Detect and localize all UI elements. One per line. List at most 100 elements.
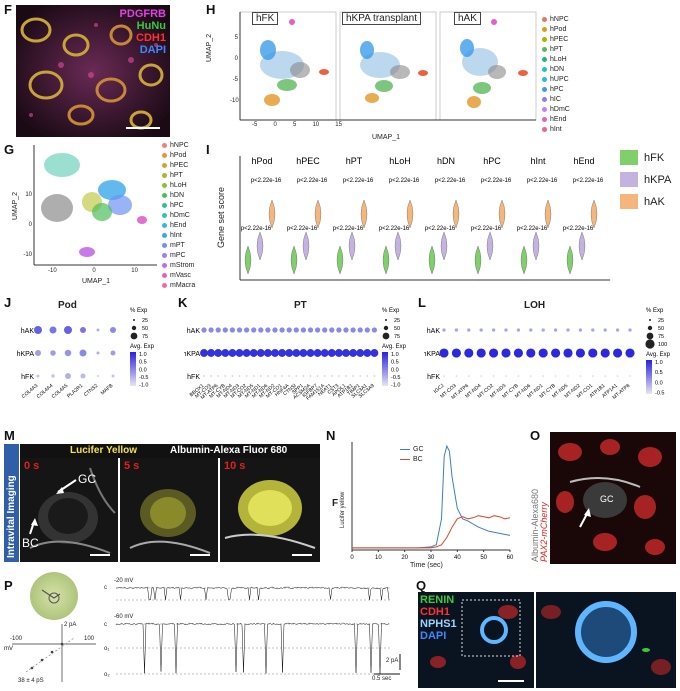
H-legend-label: hPC [550, 85, 564, 93]
M-side-bar: Intravital Imaging [4, 444, 19, 562]
G-legend-item: hPod [162, 150, 195, 160]
dotplot-colorbar-tick: -1.0 [139, 383, 148, 389]
pipette-icon [41, 589, 61, 604]
dotplot-dot [65, 373, 71, 379]
arrow-icon [29, 479, 77, 535]
dotplot-dot [489, 348, 499, 358]
dotplot-dot [64, 326, 72, 334]
N-ylabel: F [332, 498, 339, 509]
dotplot-exp-title: % Exp [646, 308, 664, 314]
N-series-gc [352, 444, 511, 549]
G-legend-item: hDmC [162, 210, 195, 220]
G-legend-label: hPC [170, 201, 184, 209]
dotplot-exp-value: 75 [658, 334, 664, 340]
H-xticks: -5 0 5 10 15 [252, 122, 342, 128]
dotplot-colorbar-tick: -1.0 [391, 383, 400, 389]
dotplot-dot [279, 327, 285, 333]
M-side-label: Intravital Imaging [6, 475, 17, 558]
G-legend-swatch [162, 162, 167, 168]
L-dotplot: hAKhKPAhFKIGCJMT-CO3MT-ATP6MT-ND4MT-CO2M… [424, 308, 671, 401]
dotplot-exp-value: 25 [142, 318, 148, 324]
I-violin [486, 231, 494, 261]
dotplot-exp-value: 50 [394, 326, 400, 332]
H-legend-item: hPC [542, 84, 570, 94]
dotplot-dot [252, 375, 255, 377]
N-legend-item: BC [400, 454, 424, 464]
dotplot-dot [208, 327, 214, 333]
dotplot-gene-label: CTNS2 [83, 383, 100, 398]
O-micrograph [550, 432, 676, 564]
dotplot-dot [97, 375, 99, 377]
F-label-pdgfrb: PDGFRB [119, 8, 166, 20]
panel-label-Q: Q [416, 578, 427, 593]
H-legend-label: hIC [550, 95, 561, 103]
dotplot-colorbar-tick: 0.5 [655, 370, 663, 376]
dotplot-dot [359, 375, 362, 377]
panel-label-J: J [4, 295, 12, 310]
G-legend-item: hDN [162, 190, 195, 200]
dotplot-dot [236, 327, 243, 333]
H-legend-item: hIC [542, 94, 570, 104]
dotplot-dot [588, 348, 598, 358]
G-legend-swatch [162, 172, 167, 178]
G-legend-item: hInt [162, 230, 195, 240]
I-pvalue-top: p<2.22e-16 [573, 178, 604, 184]
dotplot-dot [249, 349, 258, 357]
dotplot-dot [504, 328, 508, 332]
dotplot-colorbar-tick: -0.5 [391, 375, 400, 381]
dotplot-dot [443, 375, 445, 377]
dotplot-row-label: hFK [427, 374, 440, 381]
dotplot-dot [567, 375, 569, 377]
I-pvalue-top: p<2.22e-16 [297, 178, 328, 184]
I-violin [348, 231, 356, 261]
dotplot-dot [455, 375, 458, 377]
dotplot-dot [214, 349, 223, 357]
dotplot-dot [295, 375, 298, 377]
dotplot-colorbar [382, 352, 388, 386]
H-ytick: -10 [230, 98, 239, 104]
N-legend-item: GC [400, 444, 424, 454]
J-title: Pod [58, 300, 77, 311]
dotplot-dot [309, 375, 312, 377]
dotplot-dot [467, 328, 471, 332]
dotplot-dot [334, 349, 343, 357]
G-legend-item: hEnd [162, 220, 195, 230]
dotplot-dot [111, 374, 115, 378]
dotplot-dot [517, 375, 520, 377]
G-xticks: -10 0 10 [48, 268, 138, 274]
dotplot-colorbar-tick: 0.5 [391, 360, 399, 366]
G-legend-label: hLoH [170, 181, 187, 189]
I-pvalue-bottom: p<2.22e-16 [471, 226, 502, 232]
G-legend-label: mMacra [170, 281, 196, 289]
dotplot-dot [110, 327, 116, 333]
panel-label-H: H [206, 2, 216, 17]
dotplot-colorbar-tick: -0.5 [139, 375, 148, 381]
I-legend-label: hAK [644, 195, 665, 208]
panel-K: PT hAK hKPA hFK BBOX1 MT-CO3 MT-ATP6 MT-CYB MT-… [184, 298, 412, 418]
G-legend-label: mStrom [170, 261, 195, 269]
H-legend-swatch [542, 76, 547, 82]
dotplot-dot [299, 349, 308, 357]
H-legend-item: hEnd [542, 114, 570, 124]
dotplot-dot [286, 327, 292, 333]
panel-label-N: N [326, 428, 336, 443]
dotplot-dot [238, 375, 241, 377]
G-legend-item: hPT [162, 170, 195, 180]
H-ytick: 5 [234, 35, 238, 41]
K-title: PT [294, 300, 307, 311]
dotplot-dot [342, 349, 350, 357]
dotplot-dot [224, 375, 227, 377]
Q-label-cdh1: CDH1 [420, 606, 450, 618]
dotplot-dot [292, 349, 301, 357]
G-legend-swatch [162, 142, 167, 148]
G-legend-label: mVasc [170, 271, 191, 279]
G-legend-item: hPC [162, 200, 195, 210]
dotplot-dot [363, 349, 372, 357]
dotplot-dot [628, 328, 632, 332]
dotplot-dot [201, 327, 207, 333]
N-ylabel-sub: Lucifer yellow [340, 491, 346, 528]
dotplot-row-label: hKPA [424, 351, 440, 358]
dotplot-dot [64, 349, 72, 357]
dotplot-exp-value: 100 [658, 342, 667, 348]
